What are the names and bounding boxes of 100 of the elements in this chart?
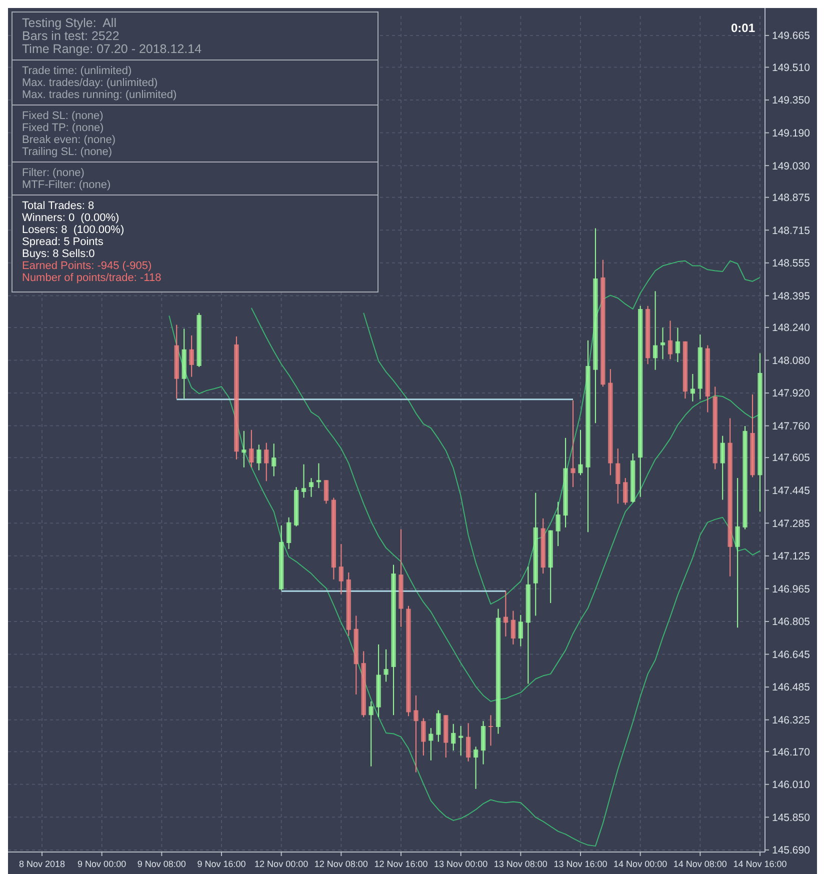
x-tick-label: 8 Nov 2018 [18,859,66,869]
candlestick [316,462,322,489]
annotation: Filter: (none) [22,167,84,179]
annotation: MTF-Filter: (none) [22,179,111,191]
x-tick-label: 9 Nov 08:00 [137,859,186,869]
annotation: Trailing SL: (none) [22,146,112,158]
candlestick [451,723,456,752]
candlestick [660,327,666,360]
x-tick-label: 13 Nov 00:00 [434,859,488,869]
candlestick [675,327,680,363]
x-tick-label: 14 Nov 00:00 [614,859,668,869]
y-tick-label: 149.510 [772,62,810,74]
candlestick [301,464,306,498]
candlestick [286,516,292,550]
annotation: Break even: (none) [22,134,116,146]
y-tick-label: 145.690 [772,844,810,857]
candlestick [308,478,314,498]
candlestick [249,429,254,468]
candlestick [368,700,374,767]
y-tick-label: 146.965 [772,583,810,596]
y-tick-label: 147.285 [772,518,810,530]
annotation: Fixed SL: (none) [22,110,104,122]
annotation: Trade time: (unlimited) [22,65,132,77]
candlestick [488,714,494,746]
annotation: Bars in test: 2522 [22,29,120,43]
candlestick [414,694,418,773]
candlestick [735,478,740,628]
candlestick [242,430,246,468]
candlestick [578,429,583,476]
candlestick [510,610,516,645]
x-tick-label: 9 Nov 16:00 [197,859,246,869]
candlestick [458,725,464,756]
y-tick-label: 146.010 [772,779,810,792]
candlestick [428,728,434,761]
x-tick-label: 12 Nov 00:00 [254,859,308,869]
y-tick-label: 148.395 [772,290,810,302]
candlestick [189,334,194,378]
x-tick-label: 14 Nov 16:00 [733,859,787,869]
line-series [250,307,760,702]
candlestick [518,614,523,647]
candlestick [616,448,620,504]
y-tick-label: 146.805 [772,616,810,628]
x-tick-label: 9 Nov 00:00 [78,859,126,869]
annotation: Testing Style: All [22,16,116,30]
annotation: Max. trades/day: (unlimited) [22,77,158,89]
annotation: Total Trades: 8 [22,200,94,212]
x-tick-label: 12 Nov 08:00 [314,859,368,869]
y-tick-label: 147.445 [772,485,810,498]
annotation: Earned Points: -945 (-905) [22,260,152,272]
y-tick-label: 146.485 [772,682,810,694]
annotation: Buys: 8 Sells:0 [22,248,95,260]
candlestick [324,480,329,504]
annotation: Number of points/trade: -118 [22,272,162,284]
candlestick [556,501,560,547]
candlestick [384,648,388,682]
candlestick [338,544,344,595]
line-series [363,260,760,605]
candlestick [623,478,628,506]
y-tick-label: 148.555 [772,258,810,270]
y-tick-label: 149.190 [772,127,810,140]
annotation: Winners: 0 (0.00%) [22,212,120,224]
y-tick-label: 146.645 [772,648,810,661]
y-tick-label: 149.030 [772,160,810,172]
candlestick [503,590,508,637]
candlestick [256,444,262,471]
candlestick [652,290,658,370]
y-tick-label: 148.240 [772,322,810,334]
y-tick-label: 146.170 [772,746,810,758]
annotation: Max. trades running: (unlimited) [22,89,177,101]
candlestick [421,718,426,756]
y-tick-label: 147.605 [772,452,810,464]
candlestick [473,746,478,790]
candlestick [466,722,471,762]
y-tick-label: 145.850 [772,812,810,824]
candlestick [690,373,696,402]
y-tick-label: 147.920 [772,388,810,400]
annotation: Fixed TP: (none) [22,122,104,134]
y-tick-label: 147.760 [772,420,810,432]
x-tick-label: 13 Nov 16:00 [554,859,608,869]
y-tick-label: 148.080 [772,354,810,367]
y-tick-label: 148.875 [772,192,810,204]
x-tick-label: 13 Nov 08:00 [494,859,548,869]
candlestick [720,435,725,500]
y-tick-label: 147.125 [772,550,810,563]
annotation: Spread: 5 Points [22,236,104,248]
y-tick-label: 146.325 [772,714,810,727]
candlestick [264,442,269,482]
candlestick [570,400,576,488]
candlestick [668,320,673,360]
candlestick [436,710,441,742]
annotation: 0:01 [730,21,756,35]
candlestick [272,443,276,477]
y-tick-label: 149.665 [772,30,810,42]
annotation: Time Range: 07.20 - 2018.12.14 [22,42,202,56]
y-tick-label: 148.715 [772,224,810,237]
annotation: Losers: 8 (100.00%) [22,224,124,236]
y-tick-label: 149.350 [772,94,810,107]
x-tick-label: 12 Nov 16:00 [374,859,428,869]
line-series [168,315,760,847]
x-tick-label: 14 Nov 08:00 [673,859,727,869]
